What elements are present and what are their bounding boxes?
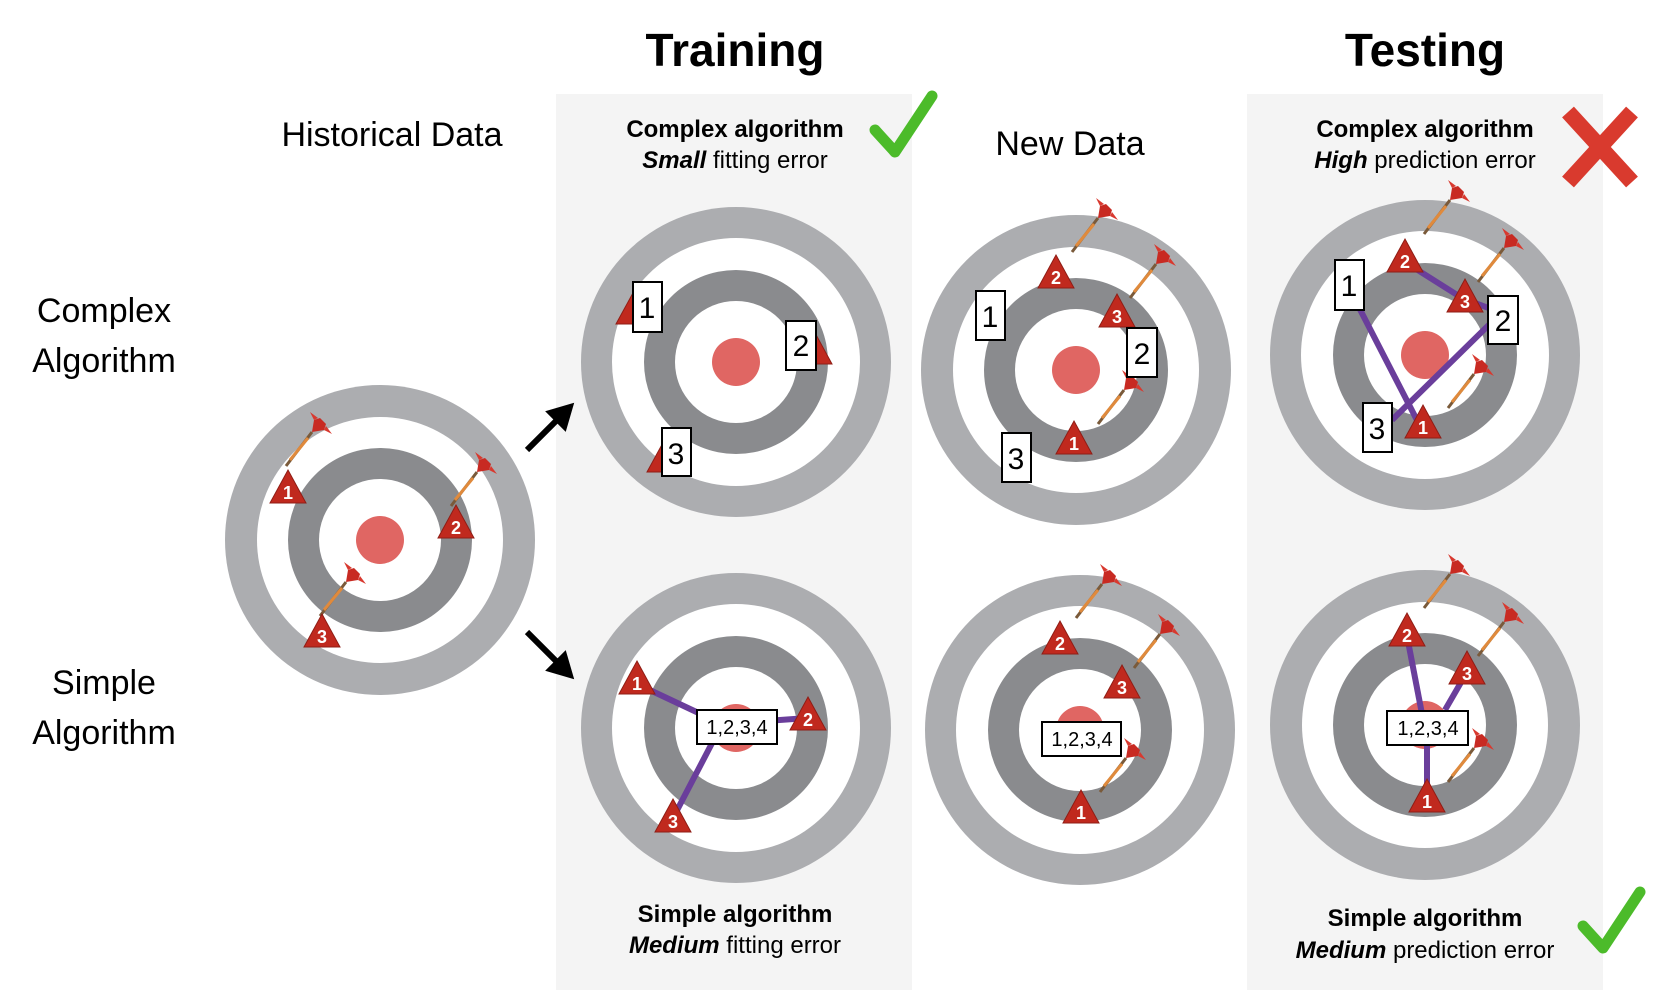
dart-marker-number: 2: [1051, 268, 1061, 288]
combined-label-box: 1,2,3,4: [1386, 710, 1469, 746]
label-box-1: 1: [975, 290, 1006, 341]
testing-complex-target: 2 3 1 1 2 3: [1270, 178, 1580, 510]
combined-label-box: 1,2,3,4: [696, 709, 778, 745]
combined-label-text: 1,2,3,4: [1397, 718, 1458, 740]
dart-marker-number: 2: [1055, 634, 1065, 654]
dart-marker-2: 2: [1388, 612, 1426, 647]
check-icon: [869, 90, 938, 158]
label-box-text: 1: [1341, 270, 1358, 303]
dart-marker-2: 2: [1041, 620, 1079, 655]
dart-marker-number: 3: [1117, 678, 1127, 698]
dart-marker-number: 2: [1400, 252, 1410, 272]
test-simple-caption-em: Medium: [1296, 937, 1387, 964]
combined-label-text: 1,2,3,4: [706, 717, 767, 739]
label-box-1: 1: [632, 281, 663, 333]
label-box-2: 2: [785, 320, 817, 371]
train-complex-caption-line1: Complex algorithm: [626, 116, 843, 143]
dart-marker-number: 1: [1069, 434, 1079, 454]
train-simple-caption-line1: Simple algorithm: [638, 901, 833, 928]
train-complex-caption-line2: Small fitting error: [642, 147, 827, 174]
new-data-label: New Data: [995, 125, 1144, 163]
label-box-text: 2: [1134, 338, 1151, 371]
dart-marker-3: 3: [654, 798, 692, 833]
dart-marker-1: 1: [1404, 404, 1442, 439]
dart-marker-number: 1: [1076, 803, 1086, 823]
label-box-3: 3: [1362, 402, 1393, 453]
complex-row-label-line2: Algorithm: [32, 342, 176, 380]
arrow-up-right-icon: [524, 402, 575, 453]
complex-row-label-line1: Complex: [37, 292, 171, 330]
dart-marker-2: 2: [789, 696, 827, 731]
connector-line: [1389, 309, 1505, 423]
label-box-2: 2: [1487, 295, 1519, 345]
dart-marker-number: 1: [283, 483, 293, 503]
dart-marker-3: 3: [1446, 278, 1484, 313]
label-box-3: 3: [661, 427, 692, 477]
dart-marker-1: 1: [1062, 789, 1100, 824]
dart-marker-2: 2: [1386, 238, 1424, 273]
combined-label-box: 1,2,3,4: [1041, 721, 1122, 757]
label-box-text: 3: [1369, 413, 1386, 446]
new-data-complex-target: 2 3 1 1 2 3: [921, 196, 1231, 525]
historical-data-label: Historical Data: [281, 116, 502, 154]
dart-marker-number: 1: [1422, 792, 1432, 812]
train-complex-caption-em: Small: [642, 147, 707, 174]
dart-marker-1: 1: [1055, 420, 1093, 455]
dart-marker-number: 2: [451, 518, 461, 538]
dart-marker-number: 3: [317, 627, 327, 647]
arrow-down-right-icon: [524, 629, 575, 680]
label-box-1: 1: [1334, 259, 1365, 311]
dart-marker-number: 3: [1112, 307, 1122, 327]
label-box-text: 1: [639, 292, 656, 325]
test-simple-caption-line2: Medium prediction error: [1296, 937, 1555, 964]
testing-simple-target: 2 3 1 1,2,3,4: [1270, 552, 1580, 880]
simple-row-label-line1: Simple: [52, 664, 156, 702]
train-simple-caption-rest: fitting error: [720, 932, 841, 959]
check-icon: [1577, 886, 1646, 954]
dart-marker-number: 2: [803, 710, 813, 730]
train-simple-caption-line2: Medium fitting error: [629, 932, 841, 959]
label-box-text: 3: [1008, 443, 1025, 476]
dart-marker-3: 3: [1103, 664, 1141, 699]
label-box-3: 3: [1001, 432, 1032, 483]
dart-marker-1: 1: [1408, 778, 1446, 813]
dart-marker-number: 1: [632, 674, 642, 694]
dart-marker-number: 3: [1462, 664, 1472, 684]
test-complex-caption-em: High: [1314, 147, 1367, 174]
simple-row-label-line2: Algorithm: [32, 714, 176, 752]
train-simple-caption-em: Medium: [629, 932, 720, 959]
testing-title: Testing: [1345, 24, 1505, 76]
test-complex-caption-line1: Complex algorithm: [1316, 116, 1533, 143]
training-simple-target: 1 2 3 1,2,3,4: [581, 573, 891, 883]
dart-marker-3: 3: [1098, 293, 1136, 328]
test-simple-caption-line1: Simple algorithm: [1328, 905, 1523, 932]
label-box-2: 2: [1126, 327, 1158, 378]
dart-marker-3: 3: [1448, 650, 1486, 685]
dart-marker-1: 1: [269, 469, 307, 504]
cross-icon: [1562, 106, 1638, 188]
dart-marker-number: 2: [1402, 626, 1412, 646]
dart-marker-1: 1: [618, 660, 656, 695]
dart-marker-2: 2: [437, 504, 475, 539]
training-title: Training: [646, 24, 825, 76]
label-box-text: 2: [793, 330, 810, 363]
dart-marker-3: 3: [303, 613, 341, 648]
historical-target: 1 2 3: [225, 385, 535, 695]
test-complex-caption-rest: prediction error: [1368, 147, 1536, 174]
test-simple-caption-rest: prediction error: [1386, 937, 1554, 964]
dart-marker-number: 3: [668, 812, 678, 832]
train-complex-caption-rest: fitting error: [706, 147, 827, 174]
label-box-text: 1: [982, 301, 999, 334]
dart-marker-number: 3: [1460, 292, 1470, 312]
label-box-text: 3: [668, 438, 685, 471]
dart-marker-number: 1: [1418, 418, 1428, 438]
test-complex-caption-line2: High prediction error: [1314, 147, 1535, 174]
new-data-simple-target: 2 3 1 1,2,3,4: [925, 562, 1235, 885]
label-box-text: 2: [1495, 305, 1512, 338]
combined-label-text: 1,2,3,4: [1051, 729, 1112, 751]
dart-marker-2: 2: [1037, 254, 1075, 289]
training-complex-target: 1 2 3: [581, 207, 891, 517]
